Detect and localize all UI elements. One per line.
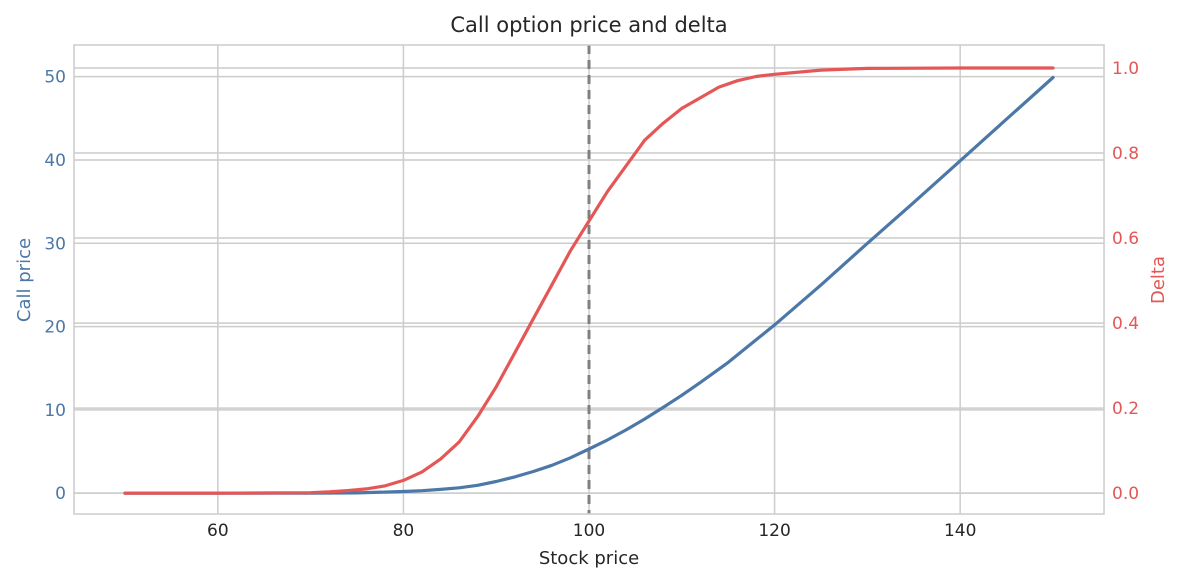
x-tick-label: 60 [207, 521, 229, 541]
x-axis-label: Stock price [539, 548, 639, 569]
delta-line [123, 66, 1055, 495]
y-left-tick-label: 10 [44, 401, 66, 421]
plot-frame [73, 44, 1105, 515]
left-y-axis-label: Call price [14, 238, 35, 322]
right-y-axis-label: Delta [1148, 256, 1169, 304]
y-left-tick-label: 20 [44, 318, 66, 338]
call-price-line [123, 75, 1055, 495]
x-tick-label: 100 [573, 521, 605, 541]
y-right-tick-label: 1.0 [1112, 59, 1139, 79]
chart-title: Call option price and delta [450, 13, 727, 37]
y-left-tick-label: 30 [44, 234, 66, 254]
y-right-tick-label: 0.0 [1112, 484, 1139, 504]
x-tick-labels: 60 80 100 120 140 [207, 521, 976, 541]
y-right-tick-label: 0.2 [1112, 399, 1139, 419]
y-left-tick-label: 0 [55, 484, 66, 504]
x-tick-label: 80 [393, 521, 415, 541]
y-left-tick-label: 40 [44, 151, 66, 171]
right-y-tick-labels: 0.0 0.2 0.4 0.6 0.8 1.0 [1112, 59, 1139, 504]
y-right-tick-label: 0.4 [1112, 314, 1139, 334]
y-right-tick-label: 0.6 [1112, 229, 1139, 249]
x-tick-label: 120 [758, 521, 790, 541]
y-right-tick-label: 0.8 [1112, 144, 1139, 164]
left-y-tick-labels: 0 10 20 30 40 50 [44, 68, 66, 505]
x-tick-label: 140 [944, 521, 976, 541]
series-layer [123, 66, 1055, 495]
y-left-tick-label: 50 [44, 68, 66, 88]
